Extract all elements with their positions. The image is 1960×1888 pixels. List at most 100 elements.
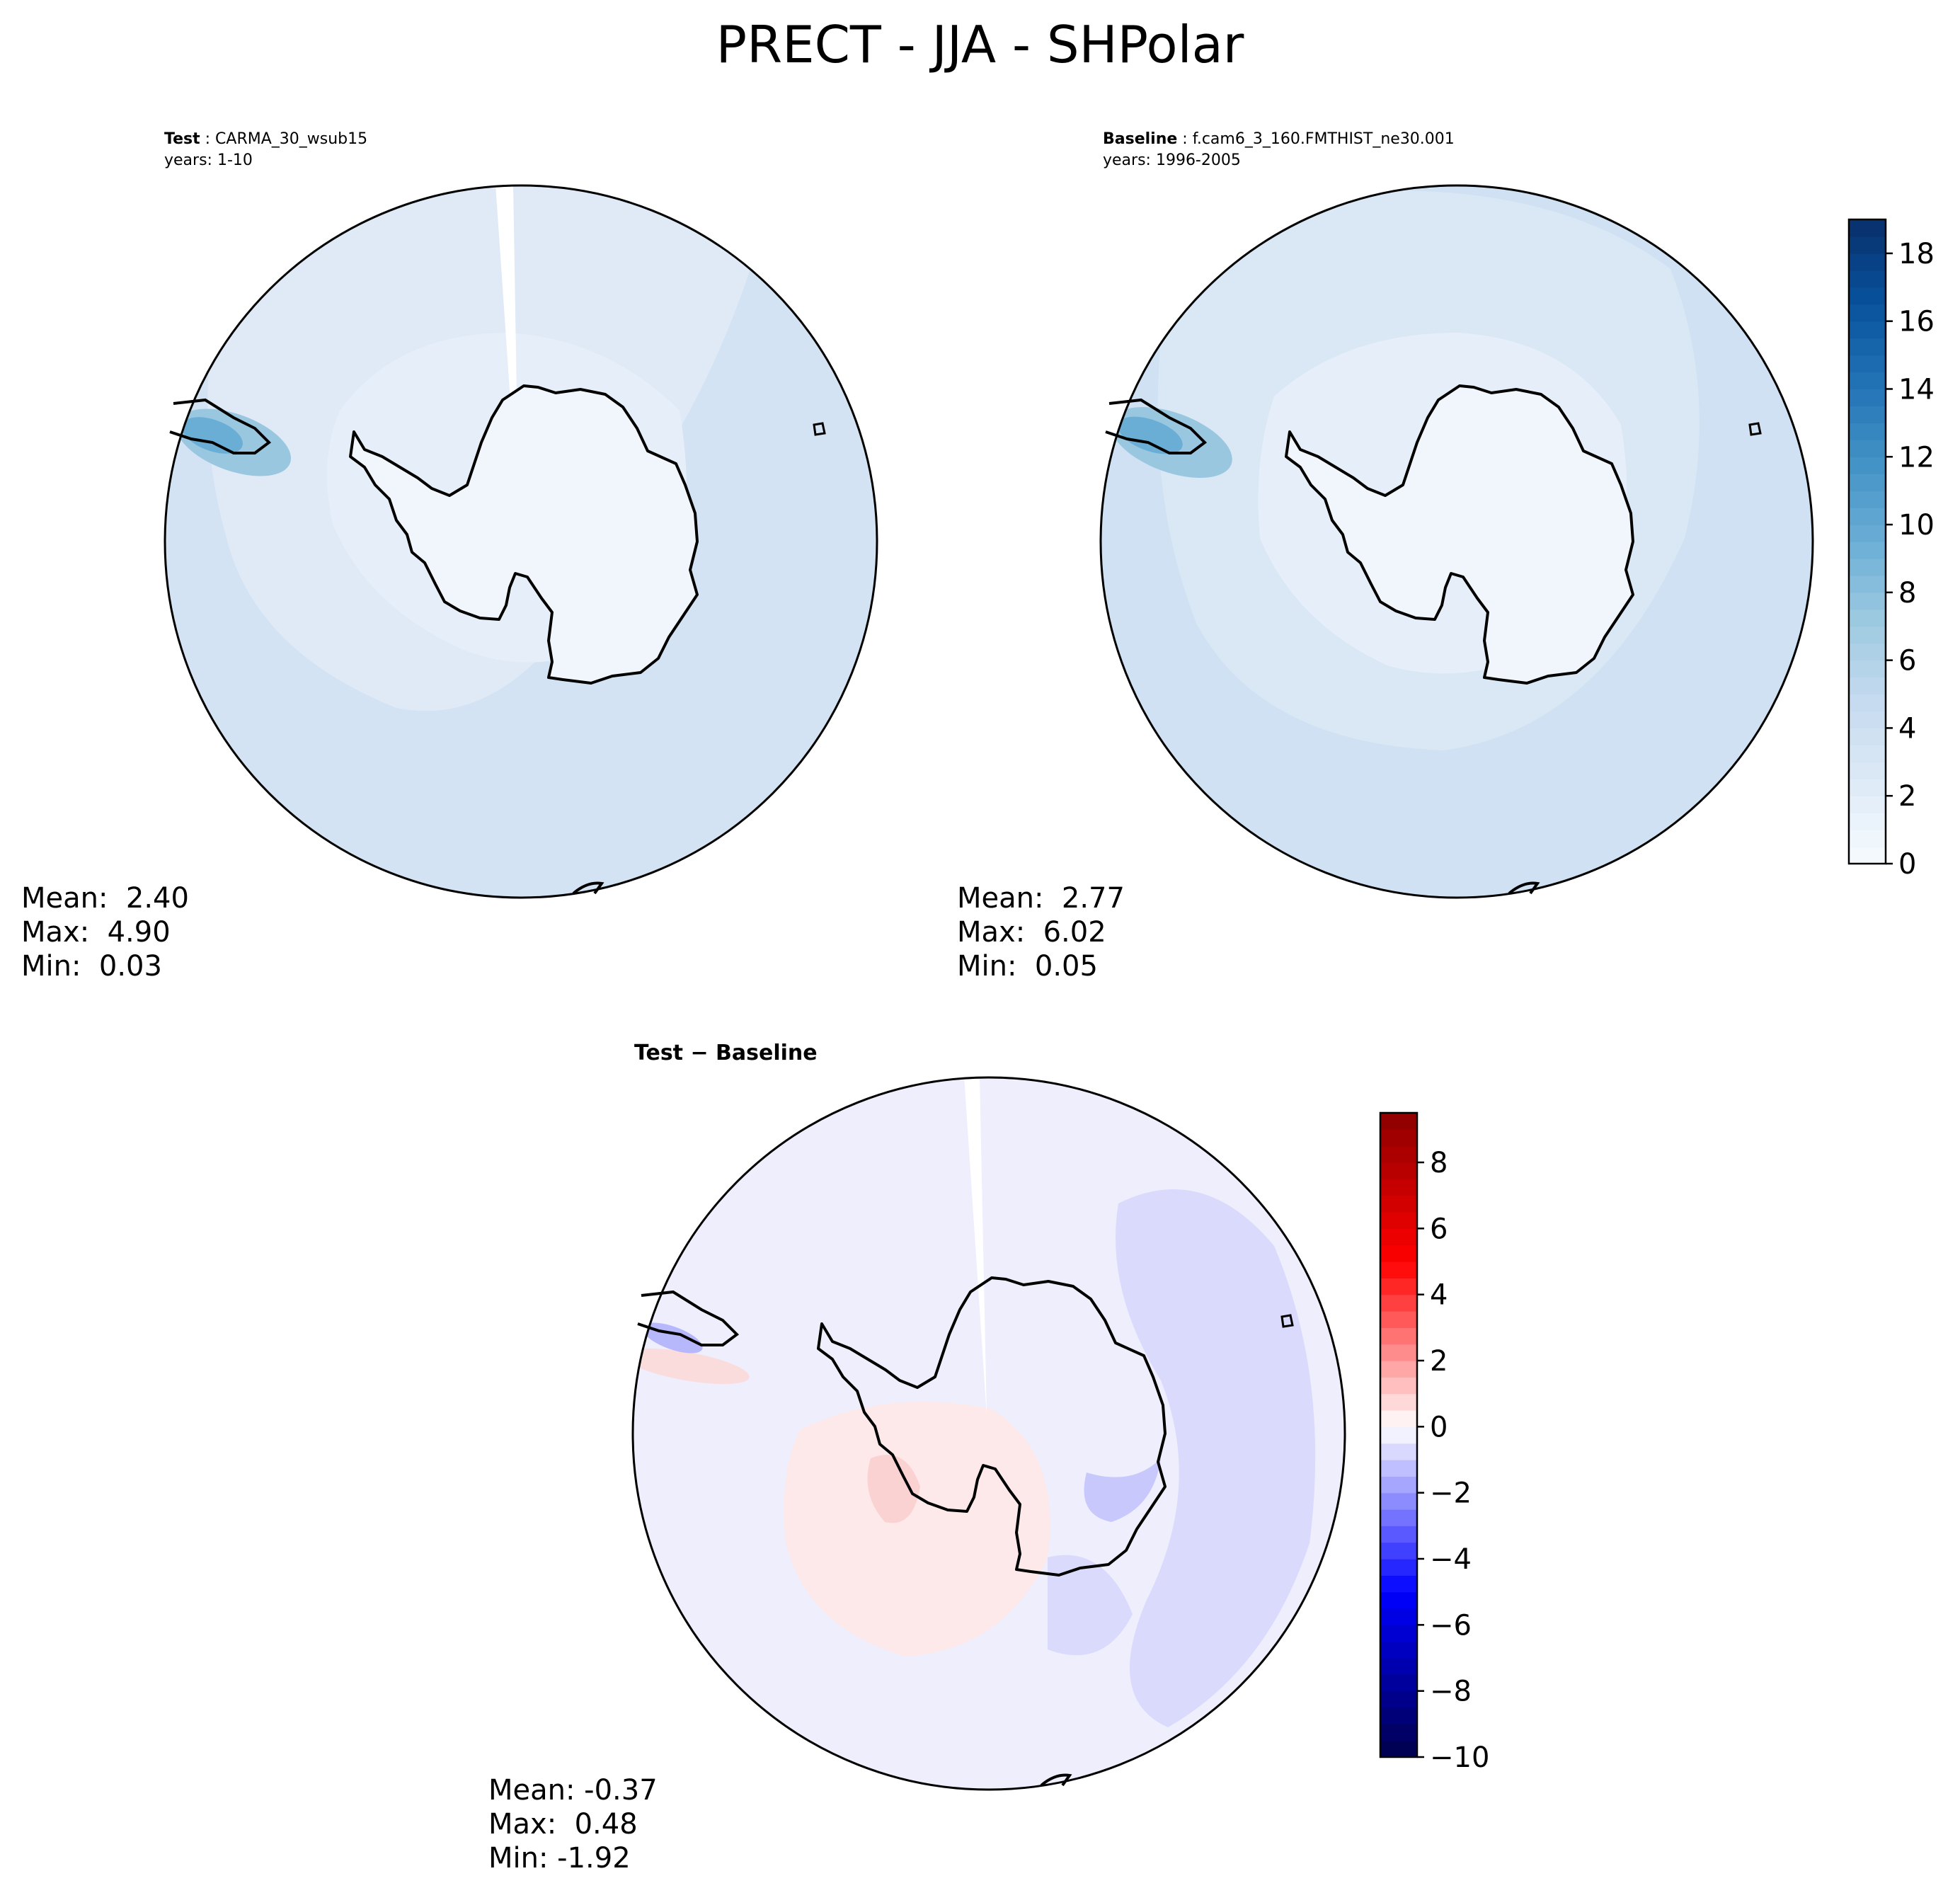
colorbar-tick-label: 16 [1898,306,1935,338]
colorbar-band [1380,1575,1417,1593]
colorbar-tick-label: 8 [1430,1147,1448,1179]
colorbar-band [1380,1179,1417,1196]
colorbar-tick-label: 4 [1430,1279,1448,1312]
diff-stats: Mean: -0.37 Max: 0.48 Min: -1.92 [488,1773,658,1875]
colorbar-tick-label: 14 [1898,373,1935,406]
colorbar-tick-label: −6 [1430,1609,1472,1642]
colorbar-band [1380,1724,1417,1741]
colorbar-band [1849,609,1886,627]
baseline-coast-fragment [1508,881,1540,895]
colorbar-band [1380,1476,1417,1494]
colorbar-band [1849,440,1886,457]
test-years: years: 1-10 [164,151,253,169]
colorbar-band [1380,1740,1417,1758]
colorbar-band [1380,1129,1417,1147]
test-mean: Mean: 2.40 [21,882,189,915]
diff-map [631,1076,1346,1791]
colorbar-band [1849,372,1886,390]
blues-colorbar: 0 2 4 6 8 10 12 14 16 18 [1847,218,1935,881]
colorbar-tick-label: 18 [1898,238,1935,270]
colorbar-band [1380,1278,1417,1295]
colorbar-band [1849,575,1886,593]
test-label: Test [164,130,200,148]
colorbar-band [1380,1344,1417,1361]
diff-coast-fragment [1040,1773,1072,1787]
colorbar-band [1380,1261,1417,1278]
colorbar-band [1380,1162,1417,1179]
test-max: Max: 4.90 [21,916,171,949]
baseline-map-boundary [1099,184,1814,899]
test-case-name: CARMA_30_wsub15 [215,130,368,148]
colorbar-tick-label: 6 [1898,645,1916,677]
baseline-south-america-coast [1105,398,1208,454]
colorbar-tick-label: 4 [1898,712,1916,745]
colorbar-band [1380,1426,1417,1444]
colorbar-band [1380,1608,1417,1625]
colorbar-band [1380,1526,1417,1543]
colorbar-band [1380,1311,1417,1328]
colorbar-band [1849,406,1886,423]
colorbar-band [1849,542,1886,559]
colorbar-band [1380,1674,1417,1692]
test-stats: Mean: 2.40 Max: 4.90 Min: 0.03 [21,881,189,983]
diff-max: Max: 0.48 [488,1808,638,1841]
colorbar-band [1849,338,1886,356]
colorbar-band [1380,1443,1417,1460]
colorbar-band [1849,236,1886,254]
colorbar-band [1380,1542,1417,1560]
colorbar-band [1849,474,1886,491]
colorbar-band [1380,1212,1417,1229]
colorbar-band [1380,1294,1417,1312]
colorbar-band [1849,847,1886,864]
test-min: Min: 0.03 [21,950,162,983]
colorbar-tick-label: 2 [1430,1345,1448,1378]
baseline-max: Max: 6.02 [957,916,1106,949]
colorbar-band [1380,1707,1417,1724]
colorbar-tick-label: −8 [1430,1676,1472,1708]
colorbar-band [1380,1641,1417,1659]
test-island [813,422,826,436]
diff-island [1280,1314,1294,1328]
colorbar-band [1849,813,1886,830]
diff-mean: Mean: -0.37 [488,1774,658,1807]
colorbar-band [1849,592,1886,610]
test-map [164,184,878,899]
colorbar-band [1849,711,1886,729]
test-map-boundary [164,184,878,899]
colorbar-band [1849,219,1886,237]
figure-title: PRECT - JJA - SHPolar [716,15,1244,74]
colorbar-band [1380,1377,1417,1395]
diff-map-boundary [631,1076,1346,1791]
diff-south-america-coast [637,1290,740,1346]
colorbar-band [1849,321,1886,339]
colorbar-tick-label: 0 [1898,848,1916,881]
colorbar-band [1849,558,1886,576]
colorbar-band [1849,525,1886,542]
colorbar-band [1849,270,1886,288]
colorbar-band [1380,1410,1417,1427]
baseline-panel-title: Baseline : f.cam6_3_160.FMTHIST_ne30.001… [1103,130,1455,169]
baseline-min: Min: 0.05 [957,950,1098,983]
colorbar-band [1380,1559,1417,1576]
baseline-years: years: 1996-2005 [1103,151,1241,169]
baseline-stats: Mean: 2.77 Max: 6.02 Min: 0.05 [957,881,1125,983]
colorbar-band [1380,1625,1417,1642]
colorbar-band [1849,694,1886,712]
colorbar-band [1849,745,1886,762]
diff-panel-title: Test − Baseline [634,1041,818,1065]
colorbar-band [1849,508,1886,525]
baseline-case-name: f.cam6_3_160.FMTHIST_ne30.001 [1192,130,1455,148]
baseline-island [1748,422,1762,436]
baseline-label: Baseline [1103,130,1178,148]
colorbar-tick-label: 6 [1430,1213,1448,1245]
colorbar-tick-label: −2 [1430,1477,1472,1510]
colorbar-band [1849,830,1886,847]
colorbar-band [1380,1509,1417,1526]
test-coast-fragment [572,881,604,895]
colorbar-band [1380,1228,1417,1246]
colorbar-band [1849,728,1886,745]
colorbar-band [1849,779,1886,796]
colorbar-band [1849,287,1886,305]
colorbar-band [1380,1195,1417,1213]
test-south-america-coast [169,398,272,454]
